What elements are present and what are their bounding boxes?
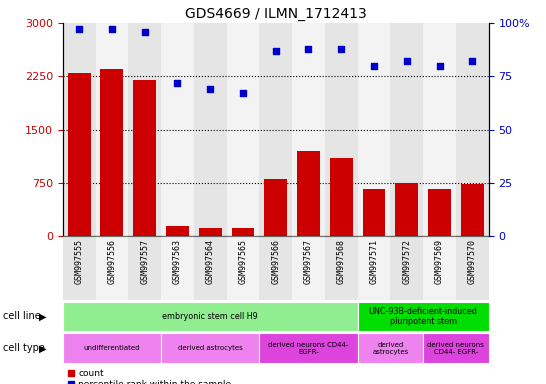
Text: GSM997555: GSM997555 (75, 239, 84, 284)
Bar (395, 183, 418, 236)
Bar (461, 184, 484, 236)
Bar (358, 236, 390, 300)
Text: GSM997557: GSM997557 (140, 239, 149, 284)
Bar (292, 236, 325, 300)
Point (239, 90, 247, 96)
Bar (161, 236, 194, 300)
Point (337, 46, 346, 52)
Bar (390, 23, 423, 236)
Legend: count, percentile rank within the sample: count, percentile rank within the sample (67, 369, 232, 384)
Bar (161, 333, 259, 363)
Point (173, 79, 182, 86)
Text: GSM997569: GSM997569 (435, 239, 444, 284)
Text: GSM997556: GSM997556 (108, 239, 116, 284)
Text: derived neurons CD44-
EGFR-: derived neurons CD44- EGFR- (268, 342, 349, 355)
Bar (358, 23, 390, 236)
Text: GSM997565: GSM997565 (239, 239, 247, 284)
Text: GSM997566: GSM997566 (271, 239, 280, 284)
Bar (63, 301, 358, 331)
Text: UNC-93B-deficient-induced
pluripotent stem: UNC-93B-deficient-induced pluripotent st… (369, 307, 478, 326)
Text: cell line: cell line (3, 311, 40, 321)
Title: GDS4669 / ILMN_1712413: GDS4669 / ILMN_1712413 (185, 7, 366, 21)
Bar (423, 23, 456, 236)
Text: derived neurons
CD44- EGFR-: derived neurons CD44- EGFR- (428, 342, 484, 355)
Bar (63, 236, 96, 300)
Bar (100, 69, 123, 236)
Text: GSM997563: GSM997563 (173, 239, 182, 284)
Text: derived astrocytes: derived astrocytes (178, 345, 242, 351)
Bar (390, 236, 423, 300)
Bar (325, 23, 358, 236)
Bar (166, 225, 189, 236)
Text: embryonic stem cell H9: embryonic stem cell H9 (162, 312, 258, 321)
Text: ▶: ▶ (39, 311, 47, 321)
Bar (63, 333, 161, 363)
Text: GSM997568: GSM997568 (337, 239, 346, 284)
Bar (194, 236, 227, 300)
Point (402, 58, 411, 65)
Bar (330, 158, 353, 236)
Bar (423, 333, 489, 363)
Bar (358, 301, 489, 331)
Point (140, 28, 149, 35)
Bar (128, 23, 161, 236)
Bar (133, 80, 156, 236)
Bar (199, 228, 222, 236)
Point (468, 58, 477, 65)
Bar (63, 23, 96, 236)
Text: derived
astrocytes: derived astrocytes (372, 342, 408, 355)
Text: GSM997570: GSM997570 (468, 239, 477, 284)
Point (108, 26, 116, 33)
Point (370, 63, 378, 69)
Point (206, 86, 215, 92)
Point (271, 48, 280, 54)
Text: GSM997567: GSM997567 (304, 239, 313, 284)
Bar (96, 23, 128, 236)
Point (304, 46, 313, 52)
Text: undifferentiated: undifferentiated (84, 345, 140, 351)
Bar (259, 23, 292, 236)
Bar (194, 23, 227, 236)
Bar (456, 236, 489, 300)
Text: cell type: cell type (3, 343, 45, 353)
Bar (358, 333, 423, 363)
Bar (264, 179, 287, 236)
Bar (68, 73, 91, 236)
Text: ▶: ▶ (39, 343, 47, 353)
Bar (292, 23, 325, 236)
Bar (96, 236, 128, 300)
Point (435, 63, 444, 69)
Text: GSM997572: GSM997572 (402, 239, 411, 284)
Bar (259, 333, 358, 363)
Bar (363, 189, 385, 236)
Bar (423, 236, 456, 300)
Bar (259, 236, 292, 300)
Bar (232, 228, 254, 236)
Text: GSM997564: GSM997564 (206, 239, 215, 284)
Bar (128, 236, 161, 300)
Bar (227, 23, 259, 236)
Bar (161, 23, 194, 236)
Bar (227, 236, 259, 300)
Bar (297, 151, 320, 236)
Point (75, 26, 84, 33)
Bar (325, 236, 358, 300)
Bar (428, 189, 451, 236)
Bar (456, 23, 489, 236)
Text: GSM997571: GSM997571 (370, 239, 378, 284)
